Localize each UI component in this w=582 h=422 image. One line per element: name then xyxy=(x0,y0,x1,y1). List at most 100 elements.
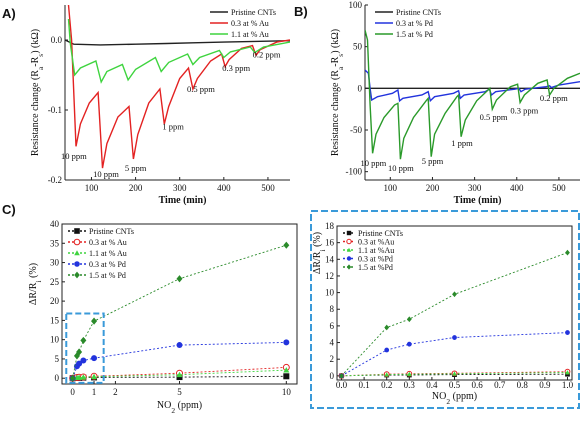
x-tick-label-c-inset: 0.3 xyxy=(404,380,416,390)
y-tick-label-a: 0.0 xyxy=(51,35,63,45)
x-tick-label-c-inset: 0.4 xyxy=(426,380,438,390)
x-tick-label-c: 5 xyxy=(177,387,182,397)
x-tick-label-c: 10 xyxy=(282,387,292,397)
data-point-c-inset xyxy=(384,324,390,331)
legend-label-a: 1.1 at % Au xyxy=(231,30,269,39)
legend-label-c-inset: 1.1 at %Au xyxy=(358,246,394,255)
data-point-c xyxy=(80,374,87,380)
data-point-c xyxy=(80,336,87,345)
x-tick-label-b: 100 xyxy=(384,183,398,193)
annotation-b: 1 ppm xyxy=(451,138,473,148)
zoom-highlight-box xyxy=(65,312,105,384)
legend-marker-c-inset xyxy=(346,230,352,236)
x-tick-label-c-inset: 1.0 xyxy=(562,380,574,390)
x-tick-label-c: 2 xyxy=(113,387,118,397)
data-point-c-inset xyxy=(406,371,412,377)
legend-label-b: 0.3 at % Pd xyxy=(396,19,433,28)
legend-marker-c xyxy=(74,228,80,234)
x-tick-label-a: 400 xyxy=(217,183,231,193)
x-tick-label-a: 100 xyxy=(85,183,99,193)
y-tick-label-b: -100 xyxy=(346,167,363,177)
data-point-c xyxy=(283,339,290,346)
y-tick-label-c: 10 xyxy=(50,335,60,345)
x-tick-label-c-inset: 0.8 xyxy=(517,380,529,390)
y-tick-label-c-inset: 14 xyxy=(325,254,335,264)
legend-marker-c xyxy=(74,261,80,267)
data-point-c-inset xyxy=(452,291,457,298)
y-tick-label-c-inset: 12 xyxy=(325,271,334,281)
y-tick-label-c-inset: 0 xyxy=(330,371,335,381)
legend-label-c: 1.5 at % Pd xyxy=(89,271,126,280)
data-point-c-inset xyxy=(406,316,412,323)
legend-label-c: 0.3 at % Au xyxy=(89,238,127,247)
chart-c-inset: 0.0 0.1 0.2 0.3 0.4 0.5 0.6 0.7 0.8 0.9 1.0 0 2 4 6 8 10… xyxy=(310,210,580,409)
y-tick-label-c: 5 xyxy=(55,354,60,364)
y-tick-label-a: -0.1 xyxy=(48,105,62,115)
x-tick-label-c: 0 xyxy=(70,387,75,397)
y-tick-label-c: 30 xyxy=(50,258,60,268)
x-tick-label-a: 500 xyxy=(261,183,275,193)
panel-label-b: B) xyxy=(294,4,308,19)
data-point-c xyxy=(91,373,98,380)
plot-frame-c xyxy=(61,223,298,385)
panel-label-a: A) xyxy=(2,6,16,21)
legend-label-b: Pristine CNTs xyxy=(396,8,441,17)
legend-label-c: 1.1 at % Au xyxy=(89,249,127,258)
data-point-c-inset xyxy=(384,372,390,377)
x-axis-label-b: Time (min) xyxy=(454,195,502,206)
x-tick-label-c-inset: 0.6 xyxy=(471,380,483,390)
x-tick-label-c-inset: 0.2 xyxy=(381,380,392,390)
data-point-c xyxy=(76,348,83,356)
inset-frame-box xyxy=(310,210,580,409)
y-axis-label-a: Resistance change (Ra-Rs) (kΩ) xyxy=(30,29,45,156)
legend-marker-c-inset xyxy=(346,256,352,261)
annotation-b: 5 ppm xyxy=(422,156,444,166)
x-axis-label-c: NO2 (ppm) xyxy=(157,400,202,415)
y-tick-label-c-inset: 4 xyxy=(330,338,335,348)
annotation-a: 1 ppm xyxy=(162,122,184,132)
legend-label-a: Pristine CNTs xyxy=(231,8,276,17)
annotation-a: 10 ppm xyxy=(93,169,119,179)
legend-label-c: Pristine CNTs xyxy=(89,227,134,236)
y-tick-label-c-inset: 2 xyxy=(330,354,335,364)
legend-label-a: 0.3 at % Au xyxy=(231,19,269,28)
y-tick-label-c: 20 xyxy=(50,296,60,306)
x-tick-label-c-inset: 0.0 xyxy=(336,380,348,390)
data-point-c xyxy=(91,355,98,362)
y-tick-label-b: 0 xyxy=(358,83,363,93)
x-axis-label-a: Time (min) xyxy=(159,195,207,206)
y-axis-label-c-inset: ΔR/Ri (%) xyxy=(312,232,327,274)
y-tick-label-c-inset: 16 xyxy=(325,238,335,248)
x-axis-label-c-inset: NO2 (ppm) xyxy=(432,391,477,406)
annotation-a: 10 ppm xyxy=(61,151,87,161)
chart-a: 100 200 300 400 500 0.0 -0.1 -0.2 10 ppm 10 ppm 5 … xyxy=(30,5,290,206)
legend-label-c-inset: Pristine CNTs xyxy=(358,229,403,238)
y-tick-label-c: 0 xyxy=(55,373,60,383)
y-tick-label-c-inset: 8 xyxy=(330,304,335,314)
x-tick-label-b: 400 xyxy=(510,183,524,193)
annotation-b: 0.3 ppm xyxy=(510,105,538,115)
y-tick-label-c-inset: 18 xyxy=(325,221,335,231)
annotation-a: 0.3 ppm xyxy=(222,63,250,73)
legend-marker-c-inset xyxy=(346,247,352,252)
annotation-b: 0.5 ppm xyxy=(480,112,508,122)
data-point-c-inset xyxy=(452,335,457,340)
legend-label-c: 0.3 at % Pd xyxy=(89,260,126,269)
panel-label-c: C) xyxy=(2,202,16,217)
x-tick-label-c-inset: 0.9 xyxy=(539,380,551,390)
legend-label-c-inset: 1.5 at %Pd xyxy=(358,263,393,272)
data-point-c-inset xyxy=(565,249,570,256)
y-tick-label-c-inset: 10 xyxy=(325,288,335,298)
data-point-c-inset xyxy=(406,341,412,347)
x-tick-label-c-inset: 0.5 xyxy=(449,380,461,390)
data-point-c xyxy=(76,374,83,380)
x-tick-label-c-inset: 0.1 xyxy=(358,380,369,390)
data-point-c xyxy=(80,357,87,364)
annotation-b: 0.2 ppm xyxy=(540,93,568,103)
y-tick-label-b: 50 xyxy=(353,42,363,52)
x-tick-label-c-inset: 0.7 xyxy=(494,380,506,390)
y-axis-label-b: Resistance change (Ra-Rs) (kΩ) xyxy=(330,29,345,156)
